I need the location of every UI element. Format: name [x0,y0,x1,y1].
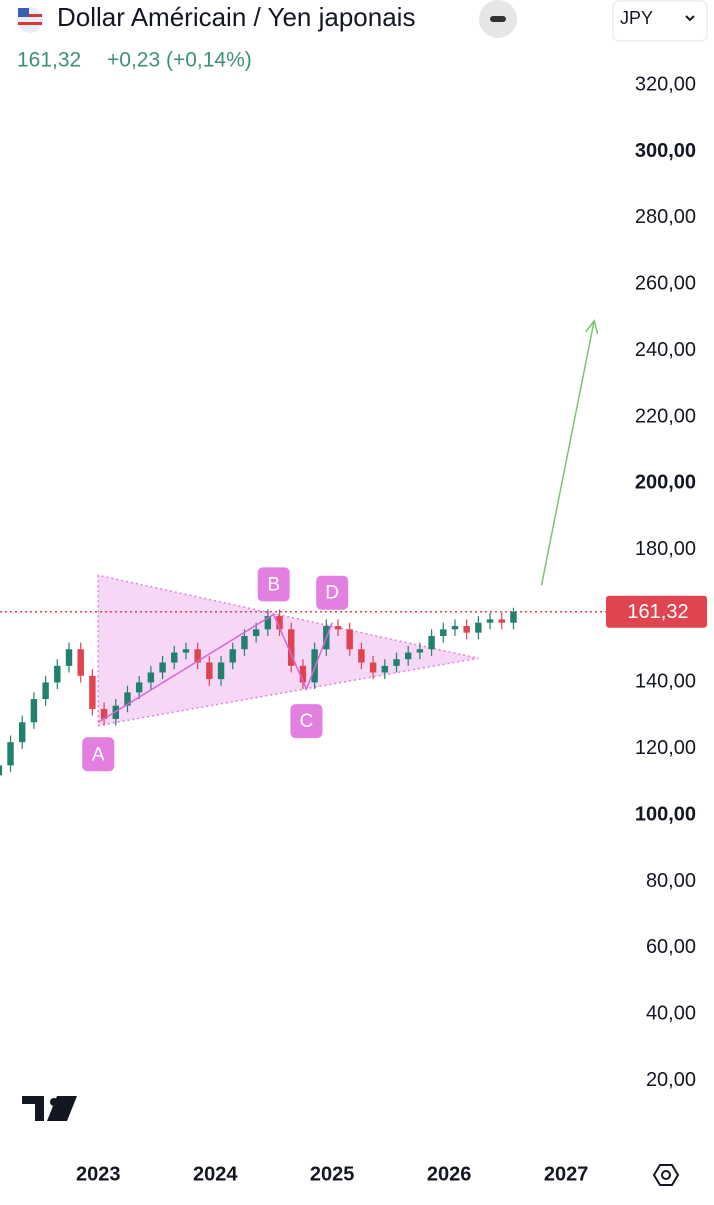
candle-body [358,649,365,663]
flag-stripe [18,22,42,25]
price-change: +0,23 (+0,14%) [107,49,252,72]
x-tick-label: 2027 [544,1163,589,1185]
pattern-label: A [92,744,105,765]
candle-body [159,662,166,673]
pattern-label-box [257,567,290,602]
candle-body [147,672,155,683]
projection-arrow [540,320,595,586]
candle-body [486,619,494,623]
candle-body [206,662,213,680]
footer [22,1096,680,1186]
pattern-label-box [316,575,349,610]
last-price-badge [606,595,707,628]
pattern-label: C [300,711,314,732]
x-tick-label: 2026 [427,1163,472,1185]
y-tick-label: 80,00 [646,870,696,892]
pattern-label-box [290,704,323,739]
candle-body [463,626,470,633]
pattern-label: D [325,583,339,604]
candle-body [217,662,225,680]
candle-body [124,692,131,706]
candle-body [77,649,84,676]
y-tick-label: 260,00 [635,273,696,295]
candle-body [30,699,38,723]
candle-body [334,626,342,630]
dropdown-icon [685,15,695,22]
candle-body [182,649,190,653]
currency-label: JPY [620,8,653,28]
candle-body [498,619,505,623]
candle-body [346,629,353,650]
candle-body [276,616,283,630]
y-tick-label: 20,00 [646,1069,696,1091]
candle-body [7,742,14,766]
candle-body [428,635,435,650]
y-tick-label: 140,00 [635,671,696,693]
x-tick-label: 2025 [310,1163,355,1185]
candle-body [19,722,26,743]
y-tick-label: 220,00 [635,405,696,427]
tradingview-logo-dot [50,1098,58,1106]
flag-canton [18,8,29,17]
candle-body [451,626,459,630]
candle-body [369,662,377,673]
candle-body [171,652,178,663]
y-tick-label: 240,00 [635,339,696,361]
flag-stripe [18,14,42,17]
candle-body [135,682,143,693]
pattern-label-box [82,737,115,772]
pattern-line [97,613,333,723]
candle-body [311,649,318,683]
x-tick-label: 2023 [76,1163,121,1185]
y-tick-label: 100,00 [635,803,696,825]
tradingview-logo[interactable] [22,1096,77,1121]
collapse-icon [490,16,506,22]
candle-body [54,665,61,683]
symbol-title: Dollar Américain / Yen japonais [57,2,415,32]
y-tick-label: 300,00 [635,140,696,162]
y-tick-label: 280,00 [635,206,696,228]
candle-body [288,629,295,666]
candle-body [299,665,307,683]
candle-body [252,629,260,636]
candle-body [241,635,248,650]
candle-body [475,622,482,633]
y-tick-label: 200,00 [635,472,696,494]
candle-body [89,675,96,709]
settings-button[interactable] [652,1164,680,1186]
y-tick-label: 180,00 [635,538,696,560]
candle-body [404,652,412,660]
settings-icon [661,1170,671,1180]
candle-body [393,659,400,666]
arrow-head [585,319,599,335]
candle-body [229,649,236,663]
candle-body [416,649,424,653]
x-tick-label: 2024 [193,1163,238,1185]
pattern-label: B [267,574,280,595]
header: Dollar Américain / Yen japonais JPY 161,… [17,0,708,72]
last-price-badge-label: 161,32 [627,601,688,623]
candle-body [100,708,108,719]
y-tick-label: 40,00 [646,1003,696,1025]
plot-area: 20,00 40,00 60,00 80,00 100,00 120,00 140,00 18… [0,73,707,1185]
candle-body [381,665,389,673]
candle-body [42,682,49,700]
y-tick-label: 120,00 [635,737,696,759]
candle-body [0,765,3,776]
candle-body [510,611,517,623]
y-tick-label: 60,00 [646,936,696,958]
candle-body [65,649,73,666]
candle-body [264,616,272,630]
candle-body [194,649,201,663]
last-price: 161,32 [17,49,81,72]
currency-select[interactable] [612,0,708,42]
y-tick-label: 320,00 [635,73,696,95]
candle-body [440,629,447,636]
